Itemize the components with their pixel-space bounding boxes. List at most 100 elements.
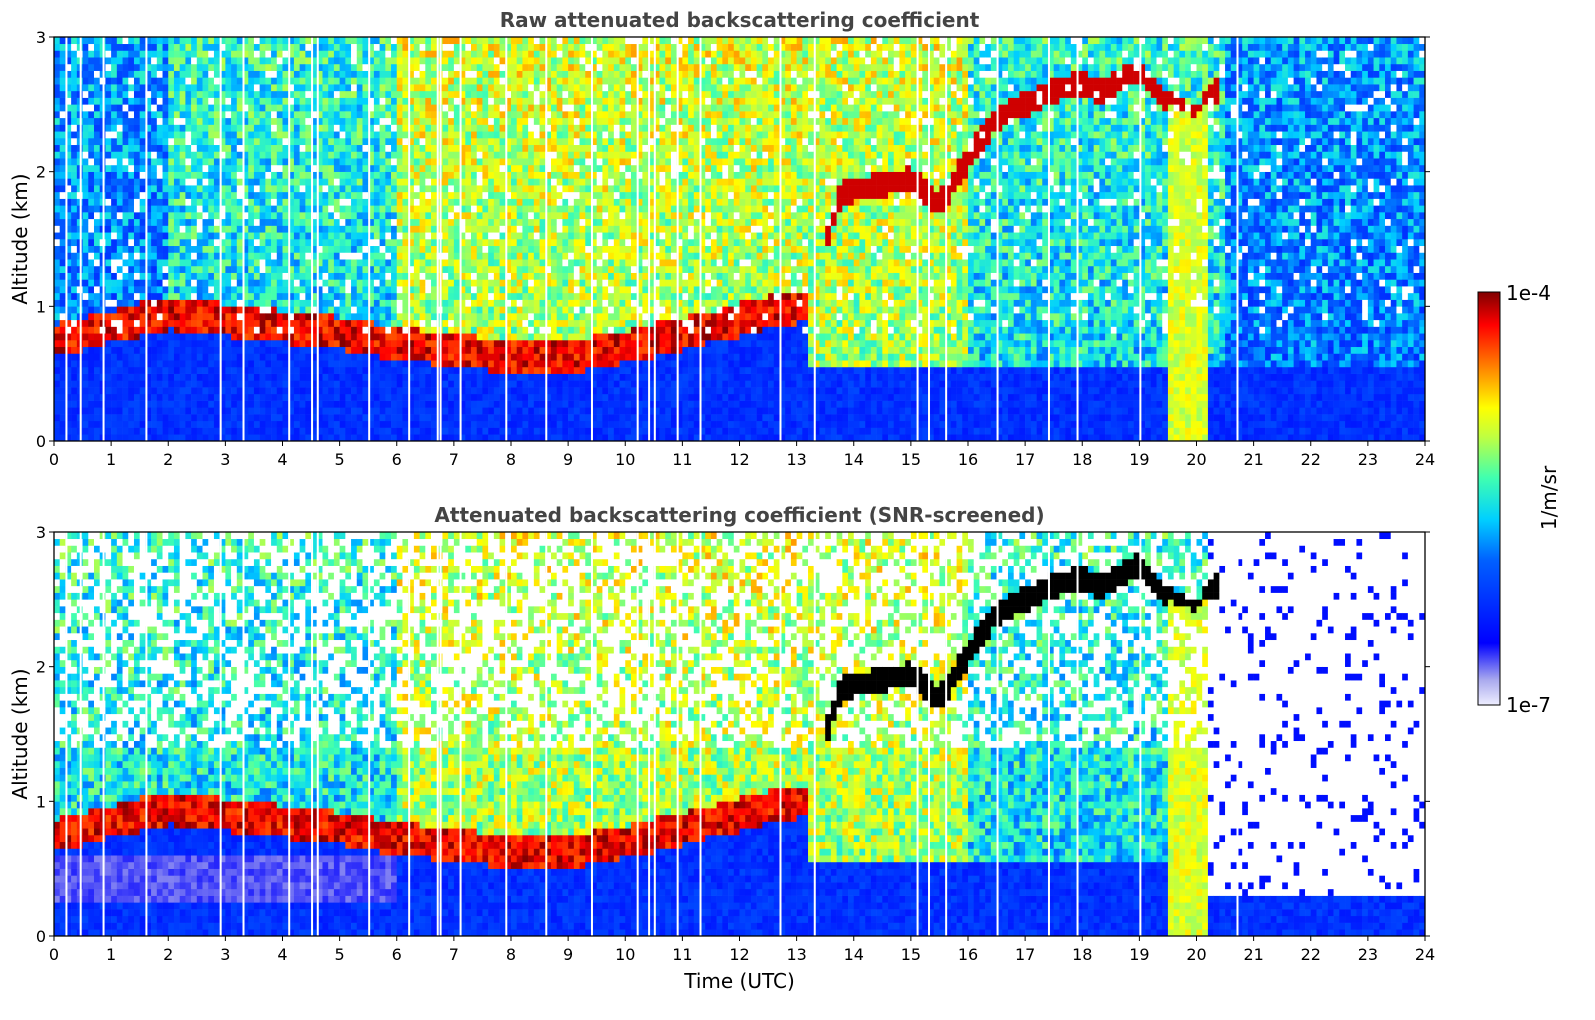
heatmap-cell xyxy=(385,212,391,219)
heatmap-cell xyxy=(420,37,426,44)
heatmap-cell xyxy=(362,407,368,414)
heatmap-cell xyxy=(168,252,174,259)
heatmap-cell xyxy=(151,145,157,152)
heatmap-cell xyxy=(134,118,140,125)
heatmap-cell xyxy=(385,360,391,367)
heatmap-cell xyxy=(471,428,477,435)
heatmap-cell xyxy=(191,138,197,145)
heatmap-cell xyxy=(511,252,517,259)
heatmap-cell xyxy=(414,401,420,408)
heatmap-cell xyxy=(117,145,123,152)
heatmap-cell xyxy=(123,131,129,138)
heatmap-cell xyxy=(157,185,163,192)
heatmap-cell xyxy=(351,286,357,293)
heatmap-cell xyxy=(105,434,111,441)
heatmap-cell xyxy=(517,172,523,179)
heatmap-cell xyxy=(391,212,397,219)
heatmap-cell xyxy=(357,246,363,253)
heatmap-cell xyxy=(168,77,174,84)
heatmap-cell xyxy=(517,165,523,172)
heatmap-cell xyxy=(231,407,237,414)
heatmap-cell xyxy=(254,407,260,414)
heatmap-cell xyxy=(214,44,220,51)
heatmap-cell xyxy=(180,111,186,118)
heatmap-cell xyxy=(442,199,448,206)
heatmap-cell xyxy=(374,421,380,428)
heatmap-cell xyxy=(391,286,397,293)
heatmap-cell xyxy=(517,185,523,192)
heatmap-cell xyxy=(425,414,431,421)
heatmap-cell xyxy=(191,394,197,401)
heatmap-cell xyxy=(374,37,380,44)
heatmap-cell xyxy=(431,192,437,199)
heatmap-cell xyxy=(151,387,157,394)
heatmap-cell xyxy=(168,98,174,105)
heatmap-cell xyxy=(254,239,260,246)
heatmap-cell xyxy=(305,293,311,300)
heatmap-cell xyxy=(465,50,471,57)
heatmap-cell xyxy=(225,145,231,152)
heatmap-cell xyxy=(402,77,408,84)
heatmap-cell xyxy=(71,394,77,401)
heatmap-cell xyxy=(260,434,266,441)
heatmap-cell xyxy=(380,199,386,206)
heatmap-cell xyxy=(94,57,100,64)
heatmap-cell xyxy=(482,172,488,179)
heatmap-cell xyxy=(294,111,300,118)
heatmap-cell xyxy=(254,293,260,300)
heatmap-cell xyxy=(391,118,397,125)
heatmap-cell xyxy=(517,98,523,105)
heatmap-cell xyxy=(294,414,300,421)
heatmap-cell xyxy=(105,407,111,414)
heatmap-cell xyxy=(128,205,134,212)
heatmap-cell xyxy=(340,300,346,307)
heatmap-cell xyxy=(214,212,220,219)
heatmap-cell xyxy=(511,286,517,293)
heatmap-cell xyxy=(431,428,437,435)
heatmap-cell xyxy=(231,320,237,327)
heatmap-cell xyxy=(191,125,197,132)
heatmap-cell xyxy=(385,353,391,360)
heatmap-cell xyxy=(271,428,277,435)
heatmap-cell xyxy=(294,320,300,327)
heatmap-cell xyxy=(425,98,431,105)
heatmap-cell xyxy=(328,84,334,91)
heatmap-cell xyxy=(300,360,306,367)
heatmap-cell xyxy=(265,367,271,374)
heatmap-cell xyxy=(283,232,289,239)
heatmap-cell xyxy=(362,414,368,421)
heatmap-cell xyxy=(442,111,448,118)
heatmap-cell xyxy=(397,37,403,44)
heatmap-cell xyxy=(465,407,471,414)
heatmap-cell xyxy=(454,286,460,293)
heatmap-cell xyxy=(54,64,60,71)
heatmap-cell xyxy=(88,347,94,354)
heatmap-cell xyxy=(454,259,460,266)
heatmap-cell xyxy=(231,266,237,273)
heatmap-cell xyxy=(328,232,334,239)
heatmap-cell xyxy=(128,306,134,313)
heatmap-cell xyxy=(197,374,203,381)
heatmap-cell xyxy=(203,64,209,71)
heatmap-cell xyxy=(414,98,420,105)
heatmap-cell xyxy=(277,320,283,327)
heatmap-cell xyxy=(174,57,180,64)
heatmap-cell xyxy=(283,44,289,51)
heatmap-cell xyxy=(442,178,448,185)
heatmap-cell xyxy=(448,151,454,158)
heatmap-cell xyxy=(494,300,500,307)
heatmap-cell xyxy=(283,165,289,172)
heatmap-cell xyxy=(511,165,517,172)
heatmap-cell xyxy=(123,84,129,91)
heatmap-cell xyxy=(140,84,146,91)
heatmap-cell xyxy=(340,434,346,441)
heatmap-cell xyxy=(185,71,191,78)
heatmap-cell xyxy=(442,246,448,253)
heatmap-cell xyxy=(494,394,500,401)
heatmap-cell xyxy=(328,192,334,199)
heatmap-cell xyxy=(500,353,506,360)
heatmap-cell xyxy=(340,192,346,199)
heatmap-cell xyxy=(357,219,363,226)
heatmap-cell xyxy=(231,44,237,51)
heatmap-cell xyxy=(351,387,357,394)
